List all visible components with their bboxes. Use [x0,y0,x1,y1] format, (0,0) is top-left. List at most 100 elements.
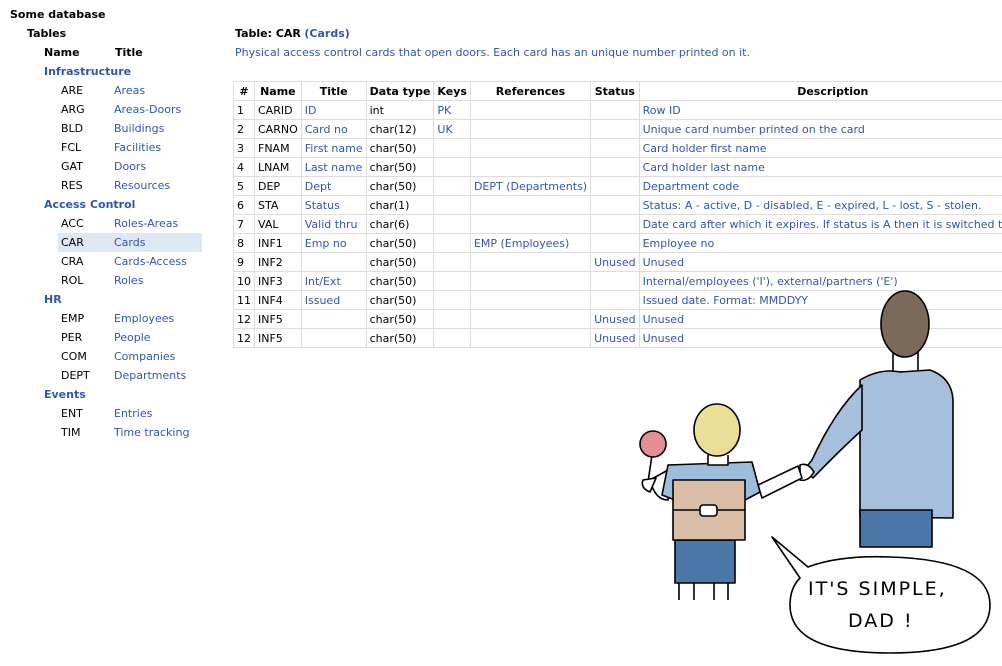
sidebar-item-title[interactable]: Employees [114,312,175,325]
column-header: # [233,81,255,101]
sidebar-item-emp[interactable]: EMP Employees [58,309,202,328]
table-cell: char(12) [365,119,435,139]
sidebar-item-code: RES [61,179,83,192]
sidebar-item-title[interactable]: Doors [114,160,147,173]
sidebar-item-are[interactable]: ARE Areas [58,81,202,100]
sidebar-group-label: Access Control [44,198,136,211]
sidebar-item-tim[interactable]: TIM Time tracking [58,423,202,442]
table-cell: char(50) [365,309,435,329]
speech-bubble [771,536,991,654]
sidebar-group-label: Events [44,388,86,401]
sidebar-item-dept[interactable]: DEPT Departments [58,366,202,385]
child-figure [639,403,803,600]
sidebar-item-bld[interactable]: BLD Buildings [58,119,202,138]
table-cell[interactable]: DEPT (Departments) [469,176,592,196]
table-cell: Status [300,195,367,215]
sidebar-item-title[interactable]: Areas [114,84,146,97]
table-row: 10 INF3 Int/Ext char(50) Internal/employees … [233,271,1002,291]
sidebar-item-title[interactable]: Cards-Access [114,255,187,268]
sidebar-item-title[interactable]: Time tracking [114,426,190,439]
table-cell: char(50) [365,233,435,253]
table-cell[interactable]: EMP (Employees) [469,233,592,253]
sidebar-item-title[interactable]: Buildings [114,122,165,135]
sidebar-item-ent[interactable]: ENT Entries [58,404,202,423]
table-cell: VAL [254,214,302,234]
sidebar-item-code: CAR [61,236,84,249]
table-cell: Unused [590,309,640,329]
sidebar-item-car[interactable]: CAR Cards [58,233,202,252]
database-title: Some database [10,8,106,21]
table-row: 4 LNAM Last name char(50) Card holder last n… [233,157,1002,177]
table-cell: INF5 [254,328,302,348]
sidebar-item-code: BLD [61,122,84,135]
sidebar-item-code: FCL [61,141,82,154]
table-row: 9 INF2 char(50) Unused Unused [233,252,1002,272]
sidebar-item-title[interactable]: Departments [114,369,187,382]
sidebar-item-title[interactable]: Roles-Areas [114,217,179,230]
column-header: Name [254,81,302,101]
sidebar-item-title[interactable]: Companies [114,350,176,363]
table-code: Table: CAR [235,27,301,40]
table-cell: char(1) [365,195,435,215]
tables-heading: Tables [27,27,67,40]
table-row: 1 CARID ID int PK Row ID [233,100,1002,120]
sidebar-item-fcl[interactable]: FCL Facilities [58,138,202,157]
column-header: Description [638,81,1002,101]
sidebar-item-code: ENT [61,407,83,420]
table-row: 5 DEP Dept char(50) DEPT (Departments) Depart… [233,176,1002,196]
table-cell: Card no [300,119,367,139]
sidebar-item-code: ARG [61,103,85,116]
sidebar-item-code: PER [61,331,83,344]
sidebar-item-title[interactable]: Roles [114,274,144,287]
table-cell: INF1 [254,233,302,253]
sidebar-item-res[interactable]: RES Resources [58,176,202,195]
sidebar-item-per[interactable]: PER People [58,328,202,347]
sidebar-item-acc[interactable]: ACC Roles-Areas [58,214,202,233]
sidebar-item-code: GAT [61,160,83,173]
sidebar-item-cra[interactable]: CRA Cards-Access [58,252,202,271]
sidebar-item-title[interactable]: Resources [114,179,171,192]
table-cell: Dept [300,176,367,196]
table-cell: char(6) [365,214,435,234]
column-header: Keys [433,81,471,101]
sidebar-col-name: Name [44,46,80,59]
sidebar-item-rol[interactable]: ROL Roles [58,271,202,290]
sidebar-item-title[interactable]: Cards [114,236,146,249]
sidebar-item-title[interactable]: Facilities [114,141,162,154]
sidebar-group-label: Infrastructure [44,65,132,78]
table-cell: char(50) [365,328,435,348]
table-name-link[interactable]: (Cards) [304,27,350,40]
sidebar-item-code: TIM [61,426,81,439]
table-cell: Emp no [300,233,367,253]
table-cell: Status: A - active, D - disabled, E - ex… [638,195,1002,215]
sidebar-item-title[interactable]: People [114,331,151,344]
table-cell: CARID [254,100,302,120]
sidebar-col-title: Title [115,46,143,59]
dad-figure [799,290,954,548]
columns-table: # Name Title Data type Keys References Status D… [233,81,1002,348]
sidebar-item-title[interactable]: Entries [114,407,153,420]
table-cell: 12 [233,309,255,329]
sidebar-item-code: COM [61,350,87,363]
table-cell: char(50) [365,176,435,196]
table-cell: char(50) [365,271,435,291]
table-row: 2 CARNO Card no char(12) UK Unique card numbe… [233,119,1002,139]
sidebar-item-title[interactable]: Areas-Doors [114,103,182,116]
column-header: Data type [365,81,435,101]
sidebar-item-gat[interactable]: GAT Doors [58,157,202,176]
table-cell: INF4 [254,290,302,310]
table-description: Physical access control cards that open … [235,46,750,59]
table-cell: char(50) [365,157,435,177]
table-row: 8 INF1 Emp no char(50) EMP (Employees) Employ… [233,233,1002,253]
table-cell: 10 [233,271,255,291]
page-title: Table: CAR (Cards) [235,27,350,40]
table-row: 7 VAL Valid thru char(6) Date card after whi… [233,214,1002,234]
sidebar-group-label: HR [44,293,62,306]
speech-line-2: DAD ! [848,610,914,632]
sidebar-item-arg[interactable]: ARG Areas-Doors [58,100,202,119]
table-cell: INF2 [254,252,302,272]
table-cell: First name [300,138,367,158]
sidebar-item-com[interactable]: COM Companies [58,347,202,366]
speech-line-1: IT'S SIMPLE, [808,578,947,600]
